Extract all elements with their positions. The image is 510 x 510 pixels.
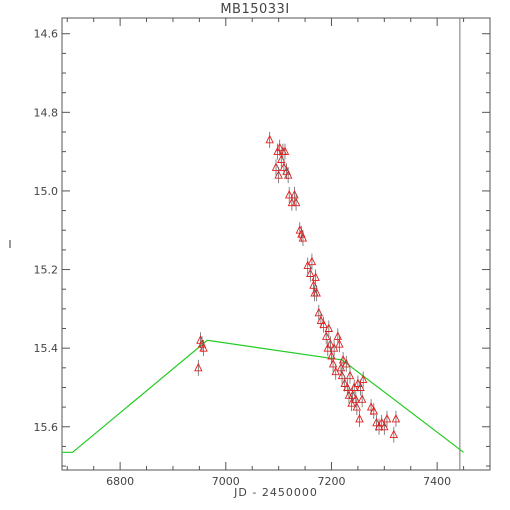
data-point-triangle: [374, 421, 384, 431]
data-point-triangle: [291, 197, 301, 207]
data-point-triangle: [307, 256, 317, 266]
data-point-triangle: [366, 402, 376, 411]
data-point-triangle: [274, 170, 283, 179]
data-point-triangle: [326, 339, 335, 348]
x-tick-label: 7000: [212, 475, 240, 488]
data-point-triangle: [199, 343, 208, 352]
data-point-triangle: [389, 429, 399, 439]
y-axis-label: I: [8, 238, 12, 251]
data-point-triangle: [287, 197, 297, 207]
data-point-triangle: [311, 272, 320, 281]
data-point-triangle: [372, 417, 381, 427]
data-point-triangle: [391, 413, 401, 423]
data-point-triangle: [194, 362, 203, 372]
y-tick-label: 15.4: [34, 342, 59, 355]
chart-title: MB15033I: [220, 2, 290, 17]
data-point-triangle: [290, 189, 299, 199]
data-point-triangle: [323, 343, 333, 352]
data-point-triangle: [275, 142, 284, 152]
y-tick-label: 15.2: [34, 264, 59, 277]
data-point-triangle: [358, 374, 368, 384]
data-point-triangle: [369, 405, 379, 415]
data-point-triangle: [335, 339, 344, 348]
data-point-triangle: [343, 382, 352, 391]
data-point-triangle: [328, 358, 338, 368]
data-point-triangle: [314, 307, 324, 317]
data-point-triangle: [357, 394, 367, 403]
x-tick-label: 7200: [317, 475, 345, 488]
data-point-triangle: [324, 323, 334, 332]
data-point-triangle: [279, 162, 289, 171]
plot-frame: [61, 17, 491, 471]
data-point-triangle: [333, 331, 343, 340]
x-tick-label: 7400: [423, 475, 451, 488]
data-point-triangle: [351, 394, 361, 403]
data-point-triangle: [380, 421, 389, 431]
data-point-triangle: [345, 370, 355, 380]
data-point-triangle: [349, 382, 359, 391]
data-point-triangle: [298, 233, 308, 242]
data-point-triangle: [265, 134, 274, 144]
data-point-triangle: [382, 413, 392, 423]
y-tick-label: 15.0: [34, 185, 59, 198]
x-axis-label: JD - 2450000: [234, 486, 318, 499]
y-tick-label: 15.6: [34, 421, 59, 434]
data-point-triangle: [327, 350, 336, 360]
data-point-triangle: [319, 319, 328, 329]
model-curve-line: [62, 339, 464, 453]
data-point-triangle: [312, 288, 321, 297]
data-point-triangle: [342, 358, 351, 368]
data-point-triangle: [355, 413, 364, 423]
data-point-triangle: [340, 378, 349, 387]
y-tick-label: 14.6: [34, 28, 59, 41]
data-point-triangle: [271, 162, 281, 171]
data-point-triangle: [329, 343, 339, 352]
data-point-triangle: [280, 146, 290, 156]
data-point-triangle: [352, 402, 362, 411]
x-tick-label: 6800: [106, 475, 134, 488]
data-point-triangle: [337, 370, 347, 380]
data-point-triangle: [306, 268, 315, 277]
data-point-triangle: [356, 382, 365, 391]
data-point-triangle: [283, 170, 293, 179]
data-point-triangle: [284, 189, 294, 199]
y-tick-label: 14.8: [34, 106, 59, 119]
data-point-triangle: [321, 331, 331, 340]
data-point-triangle: [338, 354, 348, 364]
data-point-triangle: [316, 315, 326, 325]
